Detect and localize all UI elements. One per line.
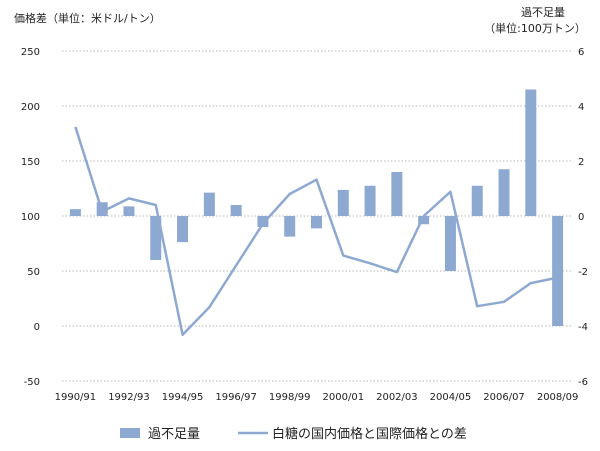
x-tick-label: 1994/95 bbox=[162, 392, 204, 403]
x-tick-label: 1992/93 bbox=[108, 392, 150, 403]
x-tick-label: 1990/91 bbox=[55, 392, 97, 403]
x-tick-label: 1998/99 bbox=[269, 392, 311, 403]
left-axis-title: 価格差（単位：米ドル/トン） bbox=[14, 11, 161, 25]
bar bbox=[418, 216, 430, 225]
right-axis-title-line2: （単位:100万トン） bbox=[484, 21, 586, 35]
right-tick-label: -6 bbox=[578, 377, 588, 388]
left-tick-label: 100 bbox=[21, 212, 40, 223]
right-tick-label: 2 bbox=[578, 157, 584, 168]
x-tick-label: 2008/09 bbox=[537, 392, 579, 403]
bar bbox=[230, 205, 242, 216]
bar bbox=[123, 206, 135, 216]
x-tick-label: 2004/05 bbox=[430, 392, 472, 403]
legend-swatch-bar bbox=[120, 428, 140, 438]
bar bbox=[284, 216, 296, 237]
left-tick-label: 250 bbox=[21, 47, 40, 58]
bar bbox=[69, 209, 81, 216]
bar bbox=[337, 189, 349, 216]
x-tick-label: 2002/03 bbox=[376, 392, 418, 403]
bar-series bbox=[69, 89, 564, 326]
left-tick-label: 200 bbox=[21, 102, 40, 113]
line-series bbox=[74, 126, 558, 337]
bar bbox=[444, 216, 456, 271]
bar bbox=[552, 216, 564, 326]
legend-label-bar: 過不足量 bbox=[148, 427, 200, 442]
series-line bbox=[74, 126, 558, 337]
right-tick-label: 4 bbox=[578, 102, 584, 113]
axis-ticks: -50 -6 0 -4 50 -2 100 0 150 2 200 4 250 6 1990/91 1992/… bbox=[21, 47, 588, 403]
right-tick-label: 6 bbox=[578, 47, 584, 58]
bar bbox=[525, 89, 537, 216]
left-tick-label: 0 bbox=[34, 322, 40, 333]
right-axis-title-line1: 過不足量 bbox=[521, 6, 565, 19]
bar bbox=[203, 192, 215, 216]
x-tick-label: 2000/01 bbox=[323, 392, 365, 403]
x-tick-label: 2006/07 bbox=[483, 392, 525, 403]
x-tick-label: 1996/97 bbox=[215, 392, 257, 403]
bar bbox=[364, 185, 376, 216]
bar bbox=[150, 216, 162, 260]
bar bbox=[471, 185, 483, 216]
right-tick-label: -4 bbox=[578, 322, 588, 333]
right-tick-label: -2 bbox=[578, 267, 588, 278]
bar bbox=[257, 216, 269, 227]
legend: 過不足量 白糖の国内価格と国際価格との差 bbox=[120, 426, 467, 442]
left-tick-label: 150 bbox=[21, 157, 40, 168]
gridlines bbox=[62, 50, 571, 382]
right-tick-label: 0 bbox=[578, 212, 584, 223]
bar bbox=[177, 216, 189, 243]
left-tick-label: -50 bbox=[24, 377, 40, 388]
left-tick-label: 50 bbox=[27, 267, 40, 278]
bar bbox=[391, 172, 403, 216]
bar bbox=[498, 169, 510, 216]
bar bbox=[311, 216, 322, 229]
legend-label-line: 白糖の国内価格と国際価格との差 bbox=[272, 426, 467, 442]
